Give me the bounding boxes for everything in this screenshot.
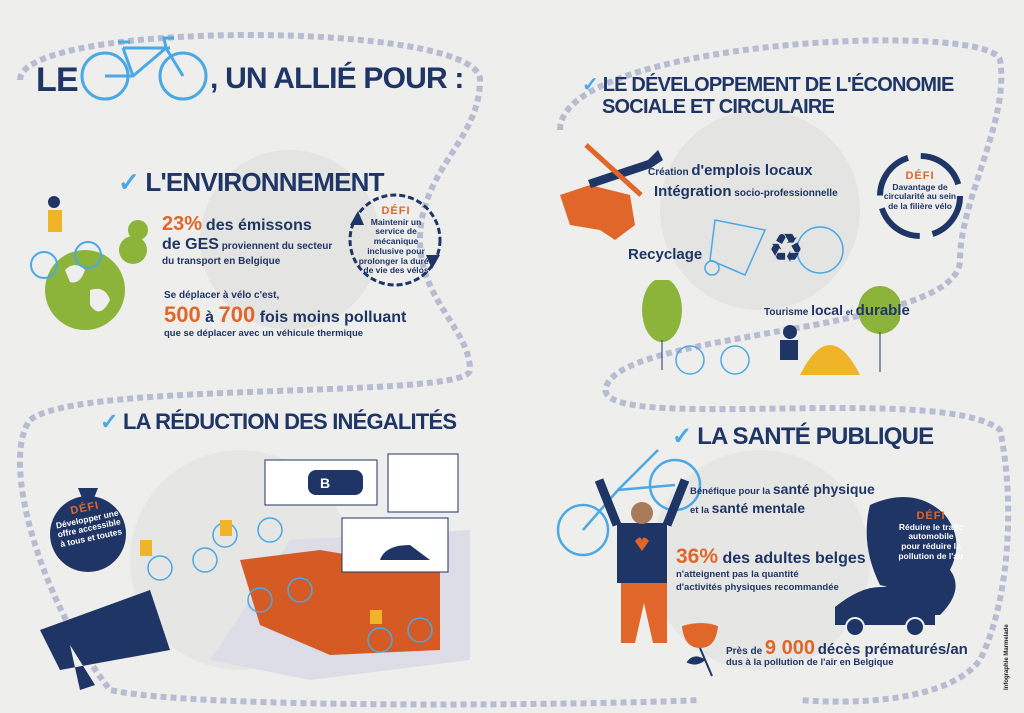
- check-icon: ✓: [582, 74, 603, 96]
- check-icon: ✓: [118, 167, 146, 197]
- health-heading: ✓ LA SANTÉ PUBLIQUE: [672, 423, 934, 450]
- adults-stat-line2: n'atteignent pas la quantité: [676, 569, 799, 580]
- adults-stat: 36% des adultes belges: [676, 545, 866, 568]
- check-icon: ✓: [100, 409, 123, 434]
- check-icon: ✓: [672, 423, 698, 450]
- person-lifting-bike-illustration: [556, 449, 702, 643]
- emissions-stat-line3: du transport en Belgique: [162, 256, 281, 267]
- tourism: Tourisme local et durable: [764, 302, 910, 319]
- cyclist-earth-illustration: [30, 196, 148, 330]
- environment-defi: DÉFI Maintenir un service de mécanique in…: [358, 205, 434, 276]
- emissions-stat: 23% des émissons: [162, 213, 312, 235]
- credit: Infographie Marmelade: [1004, 624, 1010, 690]
- recycling-label: Recyclage: [628, 246, 703, 263]
- svg-text:B: B: [320, 475, 330, 491]
- emissions-stat-line2: de GES proviennent du secteur: [162, 236, 333, 253]
- circular-arrows-icon: [877, 153, 963, 239]
- economy-heading: ✓ LE DÉVELOPPEMENT DE L'ÉCONOMIE SOCIALE …: [582, 74, 954, 118]
- rose-icon: [682, 623, 718, 677]
- inequality-heading: ✓ LA RÉDUCTION DES INÉGALITÉS: [100, 409, 457, 434]
- chain-cycle-icon: [348, 193, 442, 287]
- recycle-icon: ♻: [768, 227, 804, 271]
- integration: Intégration socio-professionnelle: [654, 183, 838, 200]
- local-jobs: Création d'emplois locaux: [648, 162, 813, 179]
- pollution-stat-line3: que se déplacer avec un véhicule thermiq…: [164, 328, 364, 339]
- deaths-stat: Près de 9 000 décès prématurés/an: [726, 637, 968, 659]
- pollution-stat: 500 à 700 fois moins polluant: [164, 302, 407, 327]
- bicycle-icon: [80, 36, 208, 101]
- money-bag-icon: [50, 488, 126, 572]
- title-prefix: LE: [36, 61, 79, 99]
- title-suffix: , UN ALLIÉ POUR :: [210, 62, 464, 95]
- tools-belgium-illustration: [560, 143, 663, 240]
- deaths-stat-line2: dus à la pollution de l'air en Belgique: [726, 657, 894, 668]
- adults-stat-line3: d'activités physiques recommandée: [676, 582, 839, 593]
- health-benefit-line1: Bénéfique pour la santé physique: [690, 481, 875, 497]
- inequality-illustration: B: [40, 453, 470, 690]
- recycling-bike-illustration: ♻: [704, 219, 844, 276]
- economy-defi: DÉFI Davantage de circularité au sein de …: [883, 170, 957, 212]
- environment-heading: ✓ L'ENVIRONNEMENT: [118, 167, 385, 197]
- pollution-intro: Se déplacer à vélo c'est,: [164, 290, 280, 301]
- car-exhaust-illustration: [835, 497, 957, 637]
- health-defi: DÉFI Réduire le trafic automobile pour ré…: [898, 510, 964, 561]
- health-benefit-line2: et la santé mentale: [690, 500, 806, 516]
- tourism-illustration: [642, 280, 900, 375]
